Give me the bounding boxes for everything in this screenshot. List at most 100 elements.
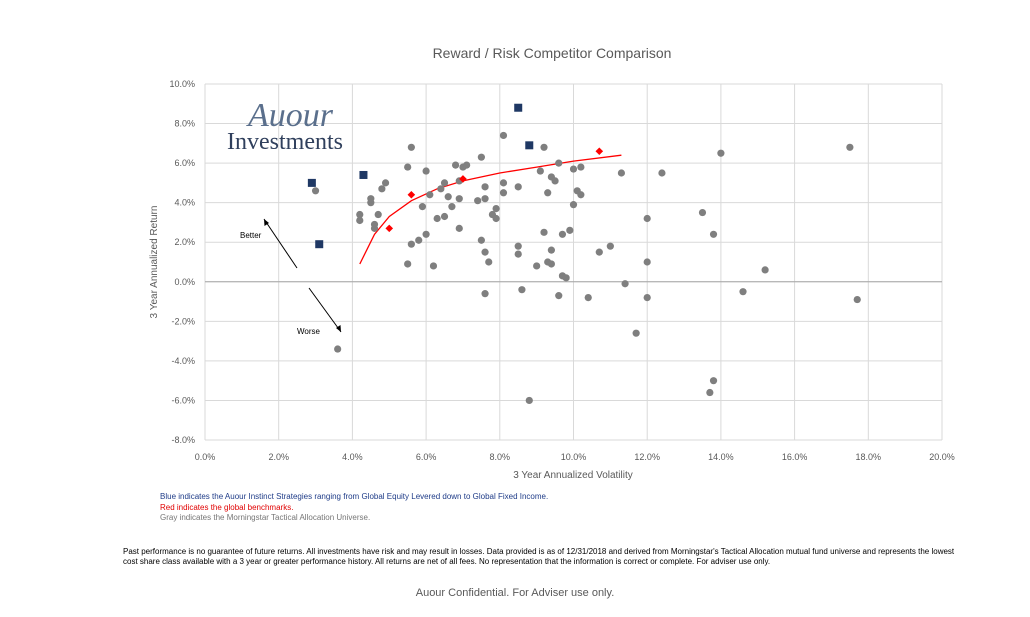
gray-data-point xyxy=(422,230,430,238)
gray-data-point xyxy=(514,242,522,250)
x-tick-label: 4.0% xyxy=(342,452,363,462)
gray-data-point xyxy=(555,159,563,167)
logo: Auour Investments xyxy=(227,97,343,155)
gray-data-point xyxy=(547,260,555,268)
gray-data-point xyxy=(544,189,552,197)
gray-data-point xyxy=(451,161,460,169)
y-tick-label: 6.0% xyxy=(174,158,195,168)
gray-data-point xyxy=(455,224,463,232)
x-axis-ticks: 0.0% 2.0% 4.0% 6.0% 8.0% 10.0% 12.0% 14.0% 16.0%… xyxy=(195,452,955,462)
gray-data-point xyxy=(577,163,585,171)
gray-data-point xyxy=(643,294,651,302)
y-tick-label: -4.0% xyxy=(171,356,195,366)
gray-data-point xyxy=(569,165,578,173)
legend: Blue indicates the Auour Instinct Strate… xyxy=(160,492,548,524)
gray-data-point xyxy=(709,377,718,385)
gray-data-point xyxy=(481,195,489,203)
gray-data-point xyxy=(334,345,342,353)
disclaimer: Past performance is no guarantee of futu… xyxy=(123,547,955,566)
gray-data-point xyxy=(481,183,489,191)
y-tick-label: 10.0% xyxy=(169,79,195,89)
gray-data-point xyxy=(717,149,725,157)
gray-data-point xyxy=(407,240,415,248)
y-tick-label: 4.0% xyxy=(174,198,195,208)
gray-data-point xyxy=(311,187,320,195)
gray-data-point xyxy=(381,179,390,187)
gray-data-point xyxy=(547,246,555,254)
gray-data-point xyxy=(562,274,570,282)
worse-arrow-head xyxy=(336,325,341,332)
gray-data-point xyxy=(374,210,382,219)
y-tick-label: -2.0% xyxy=(171,316,195,326)
gray-data-point xyxy=(492,205,500,213)
grid xyxy=(204,83,943,441)
gray-data-point xyxy=(577,191,585,199)
worse-arrow xyxy=(308,287,342,333)
trendline-path xyxy=(359,154,622,265)
legend-gray: Gray indicates the Morningstar Tactical … xyxy=(160,513,371,522)
gray-data-point xyxy=(569,201,578,209)
gray-data-point xyxy=(698,208,707,217)
legend-blue: Blue indicates the Auour Instinct Strate… xyxy=(160,492,549,501)
gray-data-point xyxy=(440,179,449,187)
gray-data-point xyxy=(846,143,854,151)
gray-data-point xyxy=(518,286,526,294)
blue-data-point xyxy=(514,103,523,112)
gray-data-point xyxy=(643,258,651,266)
gray-data-point xyxy=(404,260,412,268)
x-tick-label: 6.0% xyxy=(416,452,437,462)
legend-red: Red indicates the global benchmarks. xyxy=(160,502,294,512)
red-data-point xyxy=(385,224,394,233)
gray-data-point xyxy=(514,183,522,191)
y-tick-label: -6.0% xyxy=(171,395,195,405)
gray-data-point xyxy=(367,195,375,203)
x-tick-label: 12.0% xyxy=(634,452,660,462)
x-tick-label: 14.0% xyxy=(708,452,734,462)
gray-data-point xyxy=(356,216,364,225)
gray-data-point xyxy=(448,203,456,211)
gray-data-point xyxy=(595,248,603,256)
gray-data-point xyxy=(536,167,544,175)
gray-data-point xyxy=(415,236,423,244)
red-data-point xyxy=(459,175,467,183)
gray-data-point xyxy=(485,258,493,266)
logo-line1: Auour xyxy=(246,97,334,134)
scatter-chart: Reward / Risk Competitor Comparison 10.0… xyxy=(149,45,955,481)
gray-data-point xyxy=(407,143,415,151)
red-data-point xyxy=(407,190,416,199)
footer: Auour Confidential. For Adviser use only… xyxy=(415,587,615,599)
x-tick-label: 16.0% xyxy=(782,452,808,462)
y-tick-label: 2.0% xyxy=(174,237,195,247)
worse-label: Worse xyxy=(297,327,321,336)
gray-data-point xyxy=(404,163,412,171)
gray-data-point xyxy=(540,143,548,151)
red-data-point xyxy=(595,147,604,156)
x-tick-label: 0.0% xyxy=(195,452,216,462)
gray-data-point xyxy=(418,203,427,211)
gray-data-point xyxy=(481,290,489,298)
x-axis-label: 3 Year Annualized Volatility xyxy=(513,470,633,481)
chart-title: Reward / Risk Competitor Comparison xyxy=(433,45,672,61)
gray-data-point xyxy=(444,193,452,201)
trendline xyxy=(359,154,622,265)
y-axis-ticks: 10.0% 8.0% 6.0% 4.0% 2.0% 0.0% -2.0% -4.0% -6.0%… xyxy=(169,79,195,445)
gray-data-point xyxy=(356,210,364,219)
gray-data-point xyxy=(632,329,640,337)
x-tick-label: 18.0% xyxy=(856,452,882,462)
gray-data-point xyxy=(525,396,533,405)
gray-data-point xyxy=(706,388,714,397)
x-tick-label: 20.0% xyxy=(929,452,955,462)
gray-data-point xyxy=(606,242,614,250)
gray-data-point xyxy=(455,195,463,203)
gray-data-point xyxy=(499,189,508,197)
gray-data-point xyxy=(621,280,629,288)
annotations: Better Worse xyxy=(240,218,342,336)
x-tick-label: 8.0% xyxy=(490,452,511,462)
gray-data-point xyxy=(481,248,489,256)
better-arrow-head xyxy=(264,219,269,226)
y-tick-label: 0.0% xyxy=(174,277,195,287)
gray-data-point xyxy=(477,153,485,161)
blue-data-point xyxy=(307,178,316,187)
gray-data-point xyxy=(643,214,651,223)
gray-data-point xyxy=(658,169,666,177)
